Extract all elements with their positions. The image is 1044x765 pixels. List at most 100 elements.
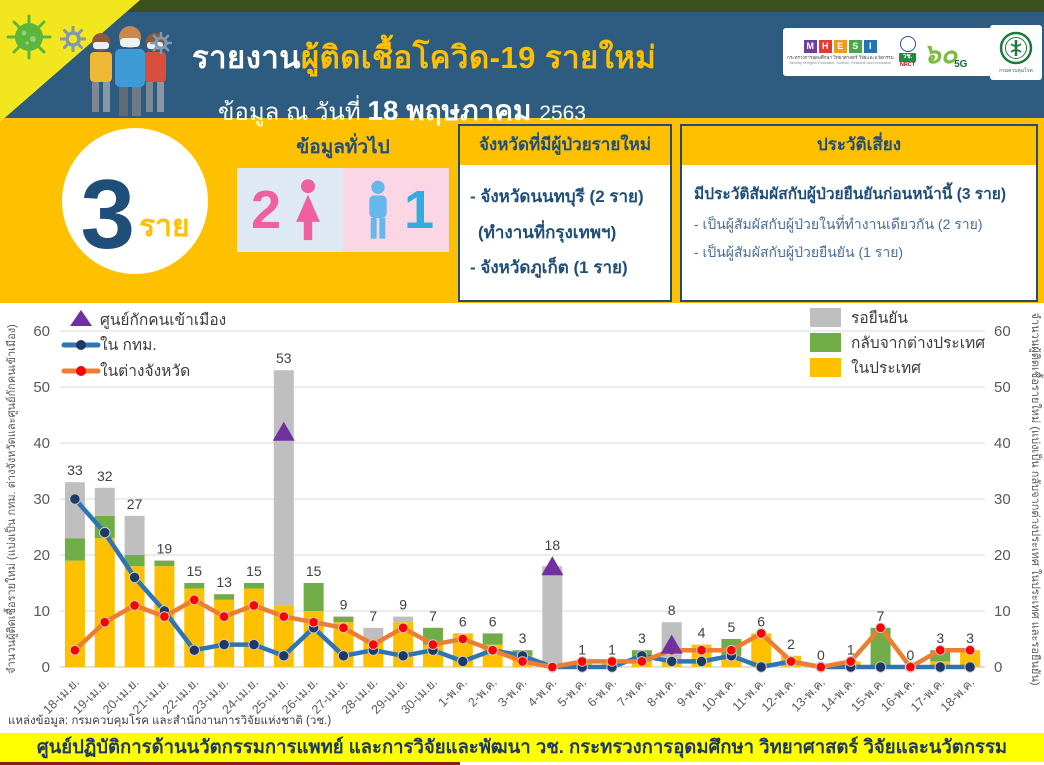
bar-total-label: 15: [186, 563, 202, 579]
people-icon: [90, 26, 166, 116]
legend-label: รอยืนยัน: [851, 309, 908, 327]
line-marker: [218, 611, 230, 622]
line-marker: [69, 644, 81, 656]
line-marker: [487, 644, 498, 656]
bar-segment: [154, 560, 175, 567]
y-tick-left: 30: [33, 491, 50, 508]
bar-segment: [751, 633, 772, 667]
bar-total-label: 2: [787, 636, 795, 652]
bar-segment: [64, 482, 85, 539]
line-marker: [755, 628, 767, 639]
line-marker: [99, 616, 111, 628]
y-tick-right: 60: [994, 323, 1011, 340]
female-cell: 2: [237, 168, 343, 252]
line-marker: [576, 656, 588, 667]
legend-label: ในต่างจังหวัด: [100, 362, 190, 380]
bar-total-label: 15: [246, 563, 262, 579]
line-marker: [159, 611, 170, 622]
line-marker: [905, 661, 916, 673]
line-marker: [69, 493, 81, 505]
ministry-logos: M H E S I กระทรวงการอุดมศึกษา วิทยาศาสตร…: [783, 28, 993, 76]
line-marker: [606, 656, 618, 667]
line-marker: [457, 655, 469, 668]
bar-segment: [333, 616, 354, 623]
bar-total-label: 6: [489, 613, 497, 629]
x-tick-label: 2-พ.ค.: [465, 675, 499, 709]
bar-total-label: 4: [698, 625, 706, 641]
summary-band: 3 ราย ข้อมูลทั่วไป 2 1: [0, 118, 1044, 303]
bar-segment: [94, 487, 115, 516]
y-axis-title-left: จำนวนผู้ติดเชื้อรายใหม่ (แบ่งเป็น กทม. ต…: [3, 324, 18, 674]
x-tick-label: 8-พ.ค.: [644, 675, 678, 709]
mhesi-caption-en: Ministry of Higher Education, Science, R…: [789, 60, 892, 65]
x-tick-label: 1-พ.ค.: [436, 675, 470, 709]
bar-segment: [214, 599, 235, 667]
legend-line-marker: [76, 340, 86, 350]
risk-line: - เป็นผู้สัมผัสกับผู้ป่วยในที่ทำงานเดียว…: [694, 216, 983, 232]
line-marker: [188, 644, 200, 656]
mhesi-letter: M: [803, 39, 817, 53]
triangle-marker: [541, 556, 564, 576]
bar-total-label: 1: [847, 641, 855, 657]
legend-bar-swatch: [810, 333, 841, 352]
bar-segment: [124, 515, 145, 555]
mhesi-caption: กระทรวงการอุดมศึกษา วิทยาศาสตร์ วิจัยและ…: [787, 54, 894, 60]
bar-total-label: 15: [306, 563, 322, 579]
y-axis-title-right: จำนวนผู้ติดเชื้อรายใหม่ (แบ่งเป็น กลับจา…: [1029, 312, 1044, 685]
bar-total-label: 3: [638, 630, 646, 646]
bar-segment: [94, 538, 115, 667]
y-tick-left: 50: [33, 379, 50, 396]
title-block: รายงานผู้ติดเชื้อโควิด-19 รายใหม่ ข้อมูล…: [192, 32, 656, 133]
legend-bar-swatch: [810, 308, 841, 327]
bar-segment: [363, 627, 384, 639]
subtitle-year: 2563: [539, 102, 586, 125]
x-tick-label: 4-พ.ค.: [525, 675, 559, 709]
legend-label: ใน กทม.: [100, 336, 157, 354]
new-cases-province-box: จังหวัดที่มีผู้ป่วยรายใหม่ - จังหวัดนนทบ…: [458, 124, 672, 302]
bar-total-label: 3: [936, 630, 944, 646]
y-tick-right: 50: [994, 379, 1011, 396]
x-axis-labels: 18-เม.ย.19-เม.ย.20-เม.ย.21-เม.ย.22-เม.ย.…: [40, 675, 977, 717]
province-line: (ทำงานที่กรุงเทพฯ): [478, 222, 617, 242]
line-marker: [457, 633, 469, 645]
line-marker: [427, 639, 439, 650]
risk-box-title: ประวัติเสี่ยง: [682, 126, 1036, 165]
risk-headline: มีประวัติสัมผัสกับผู้ป่วยยืนยันก่อนหน้าน…: [694, 186, 1007, 203]
mhesi-letter: E: [833, 39, 847, 53]
nrct-label: วช.: [898, 53, 917, 62]
bar-total-label: 1: [608, 641, 616, 657]
header-band: รายงานผู้ติดเชื้อโควิด-19 รายใหม่ ข้อมูล…: [0, 12, 1044, 126]
line-marker: [755, 661, 767, 673]
line-marker: [397, 650, 409, 662]
x-tick-label: 7-พ.ค.: [615, 675, 649, 709]
y-tick-right: 30: [994, 491, 1011, 508]
bar-total-label: 53: [276, 350, 292, 366]
province-box-body: - จังหวัดนนทบุรี (2 ราย) (ทำงานที่กรุงเท…: [460, 165, 670, 300]
bar-total-label: 13: [216, 574, 232, 590]
line-marker: [129, 600, 140, 611]
bar-segment: [930, 650, 951, 662]
x-tick-label: 3-พ.ค.: [495, 675, 529, 709]
virus-icon: [6, 14, 52, 60]
risk-history-box: ประวัติเสี่ยง มีประวัติสัมผัสกับผู้ป่วยย…: [680, 124, 1038, 302]
nrct-60th-5g-logo: ๖๐ 5G: [921, 32, 967, 72]
line-marker: [934, 661, 946, 673]
ddc-logo: กรมควบคุมโรค: [990, 25, 1042, 80]
footer-text: ศูนย์ปฏิบัติการด้านนวัตกรรมการแพทย์ และก…: [36, 736, 1008, 757]
bar-segment: [273, 370, 294, 606]
legend-label: ในประเทศ: [851, 359, 921, 377]
y-tick-left: 40: [33, 435, 50, 452]
y-tick-right: 40: [994, 435, 1011, 452]
title-prefix: รายงาน: [192, 40, 301, 75]
line-marker: [964, 644, 976, 656]
bar-segment: [64, 538, 85, 561]
legend-label: กลับจากต่างประเทศ: [851, 335, 985, 352]
line-marker: [636, 656, 648, 667]
female-icon: [296, 179, 320, 241]
line-marker: [188, 594, 200, 606]
mhesi-letter: I: [863, 39, 877, 53]
bar-total-label: 9: [399, 597, 407, 613]
